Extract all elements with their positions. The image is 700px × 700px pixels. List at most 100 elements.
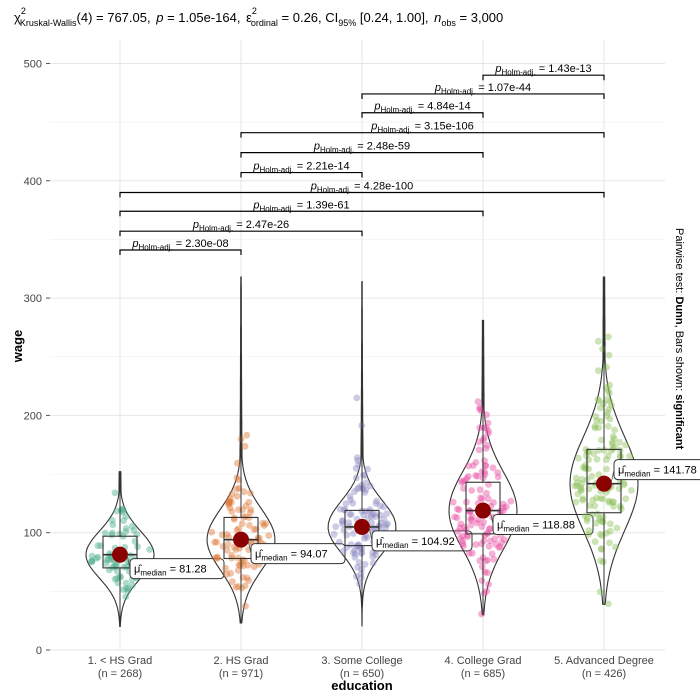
- data-point: [330, 530, 338, 538]
- data-point: [485, 481, 492, 488]
- median-label: μ̂median = 104.92: [368, 526, 473, 552]
- data-point: [598, 436, 605, 444]
- median-label-leader: [489, 510, 494, 525]
- bracket-line: [119, 210, 484, 217]
- data-point: [500, 507, 507, 515]
- data-point: [363, 534, 371, 541]
- data-point: [473, 519, 481, 527]
- data-point: [597, 530, 604, 538]
- data-point: [595, 337, 602, 345]
- data-point: [367, 512, 375, 520]
- data-point: [500, 536, 508, 544]
- data-point: [616, 453, 624, 460]
- data-point: [488, 550, 496, 558]
- data-point: [579, 496, 587, 504]
- pairwise-bracket: pHolm-adj. = 2.48e-59: [240, 141, 484, 158]
- data-point: [341, 506, 349, 514]
- data-point: [332, 523, 340, 531]
- x-tick-count: (n = 268): [98, 668, 142, 680]
- data-point: [472, 472, 480, 479]
- x-tick-count: (n = 685): [461, 668, 505, 680]
- data-point: [451, 513, 458, 521]
- data-point: [265, 532, 273, 539]
- data-point: [372, 500, 380, 507]
- box: [586, 448, 622, 514]
- pairwise-bracket: pHolm-adj. = 4.28e-100: [119, 181, 605, 198]
- data-point: [502, 503, 510, 511]
- data-point: [366, 482, 374, 490]
- data-point: [585, 527, 593, 534]
- data-point: [234, 554, 242, 562]
- data-point: [480, 424, 488, 432]
- data-point: [364, 465, 371, 473]
- pairwise-bracket: pHolm-adj. = 1.07e-44: [361, 82, 605, 99]
- data-point: [595, 471, 603, 479]
- data-point: [454, 528, 462, 535]
- data-point: [611, 426, 618, 434]
- data-point: [340, 526, 348, 534]
- group-3: μ̂median = 104.92: [327, 281, 473, 627]
- data-point: [232, 583, 240, 591]
- data-point: [226, 495, 234, 502]
- pairwise-bracket: pHolm-adj. = 2.21e-14: [240, 161, 363, 178]
- data-point: [355, 484, 363, 492]
- x-tick-label: 5. Advanced Degree: [554, 655, 654, 667]
- data-point: [609, 445, 617, 452]
- data-point: [113, 575, 121, 582]
- data-point: [482, 462, 489, 470]
- median-point: [596, 475, 612, 492]
- y-axis-label: wage: [10, 330, 25, 364]
- data-point: [595, 397, 603, 405]
- data-point: [123, 585, 130, 592]
- data-point: [474, 516, 482, 524]
- data-point: [622, 495, 630, 503]
- data-point: [599, 495, 607, 503]
- data-point: [228, 490, 236, 498]
- data-point: [478, 468, 486, 476]
- data-point: [347, 541, 355, 549]
- data-point: [620, 480, 628, 487]
- data-point: [235, 525, 242, 533]
- data-point: [476, 424, 484, 432]
- data-point: [591, 502, 599, 510]
- groups: μ̂median = 81.28 μ̂median = 94.07 μ̂median…: [85, 276, 700, 628]
- median-label-leader: [126, 554, 131, 569]
- data-point: [476, 405, 483, 413]
- data-point: [609, 440, 616, 448]
- group-5: μ̂median = 141.78: [569, 276, 700, 608]
- data-point: [336, 505, 344, 513]
- data-point: [228, 498, 235, 506]
- data-point: [581, 512, 589, 520]
- data-point: [120, 563, 128, 571]
- data-point: [498, 538, 505, 546]
- data-point: [102, 560, 110, 567]
- data-point: [242, 602, 249, 610]
- data-point: [236, 562, 244, 569]
- data-point: [128, 523, 136, 530]
- y-tick-label: 200: [24, 410, 42, 422]
- bracket-line: [240, 171, 363, 178]
- data-point: [122, 528, 130, 535]
- median-label: μ̂median = 141.78: [610, 459, 700, 484]
- data-point: [238, 584, 246, 592]
- median-label-text: μ̂median = 81.28: [134, 564, 207, 578]
- data-point: [88, 552, 96, 560]
- data-point: [496, 543, 504, 551]
- data-point: [88, 557, 96, 565]
- data-point: [478, 495, 486, 502]
- bracket-label: pHolm-adj. = 2.47e-26: [192, 219, 289, 233]
- data-point: [101, 529, 109, 537]
- data-point: [485, 580, 492, 588]
- data-point: [366, 506, 374, 513]
- data-point: [595, 424, 603, 431]
- data-point: [351, 553, 359, 561]
- data-point: [586, 502, 594, 509]
- data-point: [218, 531, 226, 539]
- data-point: [339, 520, 346, 528]
- data-point: [616, 438, 623, 446]
- data-point: [361, 560, 369, 568]
- data-point: [213, 538, 221, 546]
- data-point: [351, 488, 358, 496]
- data-point: [354, 457, 361, 464]
- data-point: [94, 553, 102, 561]
